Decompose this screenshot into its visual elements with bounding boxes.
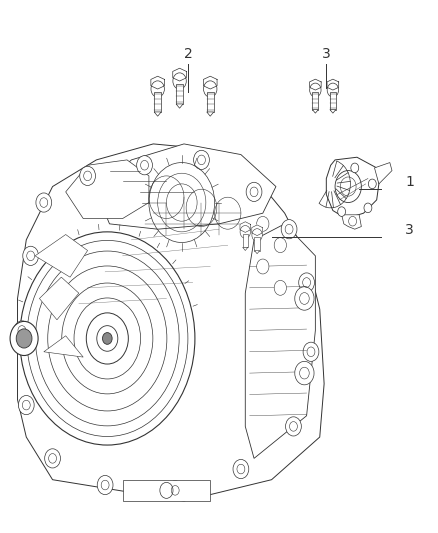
Circle shape bbox=[16, 329, 32, 348]
Polygon shape bbox=[203, 76, 217, 89]
Polygon shape bbox=[243, 247, 248, 251]
Bar bbox=[254, 237, 260, 251]
Circle shape bbox=[173, 73, 186, 89]
Circle shape bbox=[18, 395, 34, 415]
Circle shape bbox=[252, 229, 262, 241]
Circle shape bbox=[102, 333, 112, 344]
Polygon shape bbox=[252, 225, 262, 236]
Circle shape bbox=[14, 321, 30, 340]
Polygon shape bbox=[327, 79, 339, 90]
Text: 1: 1 bbox=[405, 175, 414, 189]
Circle shape bbox=[364, 203, 372, 213]
Circle shape bbox=[45, 449, 60, 468]
Text: 3: 3 bbox=[405, 223, 414, 237]
Polygon shape bbox=[39, 277, 79, 320]
Circle shape bbox=[338, 207, 346, 216]
Polygon shape bbox=[176, 104, 183, 108]
Text: 2: 2 bbox=[184, 47, 193, 61]
Polygon shape bbox=[330, 110, 336, 113]
Circle shape bbox=[295, 361, 314, 385]
Bar bbox=[312, 92, 318, 110]
Circle shape bbox=[349, 216, 357, 226]
Polygon shape bbox=[342, 215, 361, 229]
Circle shape bbox=[335, 171, 361, 203]
Circle shape bbox=[327, 83, 339, 97]
Bar bbox=[154, 92, 161, 112]
Circle shape bbox=[295, 287, 314, 310]
Polygon shape bbox=[207, 112, 214, 116]
Circle shape bbox=[194, 150, 209, 169]
Circle shape bbox=[274, 280, 286, 295]
Bar bbox=[330, 92, 336, 110]
Bar bbox=[243, 234, 248, 247]
Bar bbox=[207, 92, 214, 112]
Circle shape bbox=[240, 225, 251, 238]
Polygon shape bbox=[245, 224, 315, 458]
Polygon shape bbox=[310, 79, 321, 90]
Polygon shape bbox=[312, 110, 318, 113]
Polygon shape bbox=[96, 144, 276, 229]
Bar bbox=[176, 84, 183, 104]
Circle shape bbox=[299, 273, 314, 292]
Circle shape bbox=[303, 342, 319, 361]
Circle shape bbox=[286, 417, 301, 436]
Circle shape bbox=[246, 182, 262, 201]
Circle shape bbox=[167, 481, 183, 500]
Polygon shape bbox=[18, 144, 324, 501]
Circle shape bbox=[204, 81, 217, 97]
Circle shape bbox=[274, 238, 286, 253]
Circle shape bbox=[36, 193, 52, 212]
Circle shape bbox=[23, 246, 39, 265]
Circle shape bbox=[368, 179, 376, 189]
Circle shape bbox=[257, 259, 269, 274]
Polygon shape bbox=[326, 157, 379, 219]
Circle shape bbox=[233, 459, 249, 479]
Text: 3: 3 bbox=[322, 47, 331, 61]
Circle shape bbox=[351, 163, 359, 173]
Polygon shape bbox=[35, 235, 88, 277]
Polygon shape bbox=[240, 222, 251, 232]
Polygon shape bbox=[154, 112, 161, 116]
Circle shape bbox=[97, 475, 113, 495]
Bar bbox=[123, 480, 210, 501]
Circle shape bbox=[80, 166, 95, 185]
Polygon shape bbox=[44, 336, 83, 357]
Polygon shape bbox=[151, 76, 165, 89]
Polygon shape bbox=[254, 251, 260, 254]
Circle shape bbox=[310, 83, 321, 97]
Polygon shape bbox=[66, 160, 149, 219]
Circle shape bbox=[151, 81, 164, 97]
Circle shape bbox=[281, 220, 297, 239]
Polygon shape bbox=[173, 68, 187, 81]
Circle shape bbox=[10, 321, 38, 356]
Circle shape bbox=[137, 156, 152, 175]
Polygon shape bbox=[374, 163, 392, 184]
Circle shape bbox=[257, 216, 269, 231]
